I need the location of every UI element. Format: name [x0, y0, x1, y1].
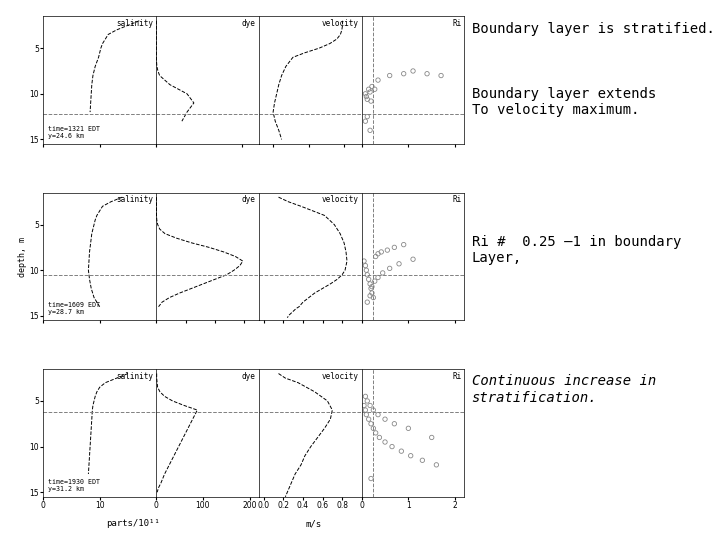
Point: [382, 246, 393, 254]
Point: [384, 71, 395, 80]
Point: [436, 71, 447, 80]
Text: Ri: Ri: [452, 19, 462, 28]
Text: salinity: salinity: [116, 195, 153, 204]
Point: [360, 406, 372, 414]
Text: Boundary layer is stratified.: Boundary layer is stratified.: [472, 22, 714, 36]
Point: [386, 442, 397, 451]
Point: [369, 277, 380, 286]
Point: [372, 410, 384, 419]
Point: [389, 420, 400, 428]
Point: [372, 273, 384, 282]
Point: [363, 415, 374, 423]
Point: [374, 433, 385, 442]
Point: [364, 87, 376, 96]
Point: [359, 256, 370, 265]
Point: [360, 261, 372, 270]
Text: Ri #  0.25 –1 in boundary
Layer,: Ri # 0.25 –1 in boundary Layer,: [472, 235, 681, 265]
Y-axis label: depth, m: depth, m: [17, 237, 27, 276]
Text: time=1609 EDT
y=28.7 km: time=1609 EDT y=28.7 km: [48, 302, 100, 315]
Text: Boundary layer extends
To velocity maximum.: Boundary layer extends To velocity maxim…: [472, 86, 656, 117]
Point: [361, 92, 372, 101]
Point: [376, 248, 387, 256]
Point: [408, 66, 419, 75]
Point: [365, 284, 377, 293]
Point: [364, 126, 376, 134]
Point: [377, 268, 389, 277]
Point: [361, 410, 372, 419]
Point: [365, 420, 377, 428]
Point: [389, 243, 400, 252]
Point: [431, 461, 442, 469]
Point: [398, 240, 410, 249]
Point: [364, 292, 376, 300]
Text: parts/10¹¹: parts/10¹¹: [107, 519, 160, 529]
Point: [402, 424, 414, 433]
Point: [393, 260, 405, 268]
Text: dye: dye: [242, 195, 256, 204]
Point: [372, 249, 384, 258]
Point: [361, 95, 373, 104]
Point: [395, 447, 407, 455]
Point: [363, 275, 374, 284]
Point: [370, 252, 382, 261]
Text: dye: dye: [242, 372, 256, 381]
Point: [372, 76, 384, 84]
Point: [361, 298, 373, 307]
Text: m/s: m/s: [305, 519, 321, 529]
Point: [360, 90, 372, 98]
Text: time=1321 EDT
y=24.6 km: time=1321 EDT y=24.6 km: [48, 126, 100, 139]
Text: velocity: velocity: [322, 195, 359, 204]
Point: [366, 289, 378, 298]
Point: [364, 280, 376, 288]
Point: [368, 424, 379, 433]
Point: [379, 438, 391, 447]
Point: [369, 85, 380, 93]
Point: [361, 112, 373, 121]
Text: salinity: salinity: [116, 19, 153, 28]
Point: [417, 456, 428, 464]
Point: [368, 293, 379, 302]
Text: Ri: Ri: [452, 372, 462, 381]
Text: dye: dye: [242, 19, 256, 28]
Point: [364, 401, 376, 410]
Point: [405, 451, 416, 460]
Point: [361, 271, 373, 279]
Point: [408, 255, 419, 264]
Point: [379, 415, 391, 423]
Point: [366, 282, 378, 291]
Point: [368, 406, 379, 414]
Text: Continuous increase in
stratification.: Continuous increase in stratification.: [472, 374, 656, 404]
Point: [360, 392, 372, 401]
Point: [361, 266, 372, 274]
Point: [384, 264, 395, 273]
Point: [360, 117, 372, 125]
Point: [359, 401, 370, 410]
Point: [365, 97, 377, 105]
Point: [365, 474, 377, 483]
Point: [398, 70, 410, 78]
Point: [421, 70, 433, 78]
Point: [361, 396, 373, 405]
Point: [363, 85, 374, 93]
Text: salinity: salinity: [116, 372, 153, 381]
Text: time=1930 EDT
y=31.2 km: time=1930 EDT y=31.2 km: [48, 478, 100, 492]
Text: Ri: Ri: [452, 195, 462, 204]
Point: [366, 82, 378, 91]
Point: [426, 433, 438, 442]
Text: velocity: velocity: [322, 19, 359, 28]
Point: [370, 429, 382, 437]
Text: velocity: velocity: [322, 372, 359, 381]
